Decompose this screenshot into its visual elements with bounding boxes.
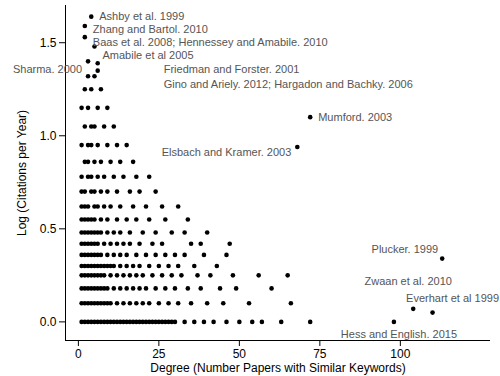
svg-text:Baas et al. 2008; Hennessey an: Baas et al. 2008; Hennessey and Amabile.…: [93, 36, 328, 48]
svg-text:Gino and Ariely. 2012; Hargado: Gino and Ariely. 2012; Hargadon and Bach…: [164, 78, 413, 90]
svg-text:Degree (Number Papers with Sim: Degree (Number Papers with Similar Keywo…: [150, 361, 405, 375]
svg-text:Zhang and Bartol. 2010: Zhang and Bartol. 2010: [93, 22, 208, 34]
svg-text:Zwaan et al. 2010: Zwaan et al. 2010: [365, 275, 452, 287]
svg-text:75: 75: [313, 347, 327, 361]
svg-text:Everhart et al 1999: Everhart et al 1999: [406, 292, 499, 304]
svg-text:0: 0: [75, 347, 82, 361]
svg-text:Sharma. 2000: Sharma. 2000: [13, 63, 82, 75]
svg-text:50: 50: [233, 347, 247, 361]
svg-text:100: 100: [390, 347, 410, 361]
svg-text:Elsbach and Kramer. 2003: Elsbach and Kramer. 2003: [162, 146, 292, 158]
svg-text:0.0: 0.0: [40, 315, 57, 329]
svg-text:25: 25: [152, 347, 166, 361]
svg-text:Log (Citations per Year): Log (Citations per Year): [15, 110, 29, 236]
svg-text:Mumford. 2003: Mumford. 2003: [318, 111, 392, 123]
svg-text:Plucker. 1999: Plucker. 1999: [372, 243, 439, 255]
svg-text:Ashby et al. 1999: Ashby et al. 1999: [99, 10, 184, 22]
svg-text:Amabile et al 2005: Amabile et al 2005: [102, 49, 193, 61]
svg-text:1.0: 1.0: [40, 129, 57, 143]
svg-text:0.5: 0.5: [40, 222, 57, 236]
svg-text:Hess and English. 2015: Hess and English. 2015: [341, 328, 457, 340]
svg-text:Friedman and Forster. 2001: Friedman and Forster. 2001: [164, 63, 300, 75]
svg-text:1.5: 1.5: [40, 36, 57, 50]
